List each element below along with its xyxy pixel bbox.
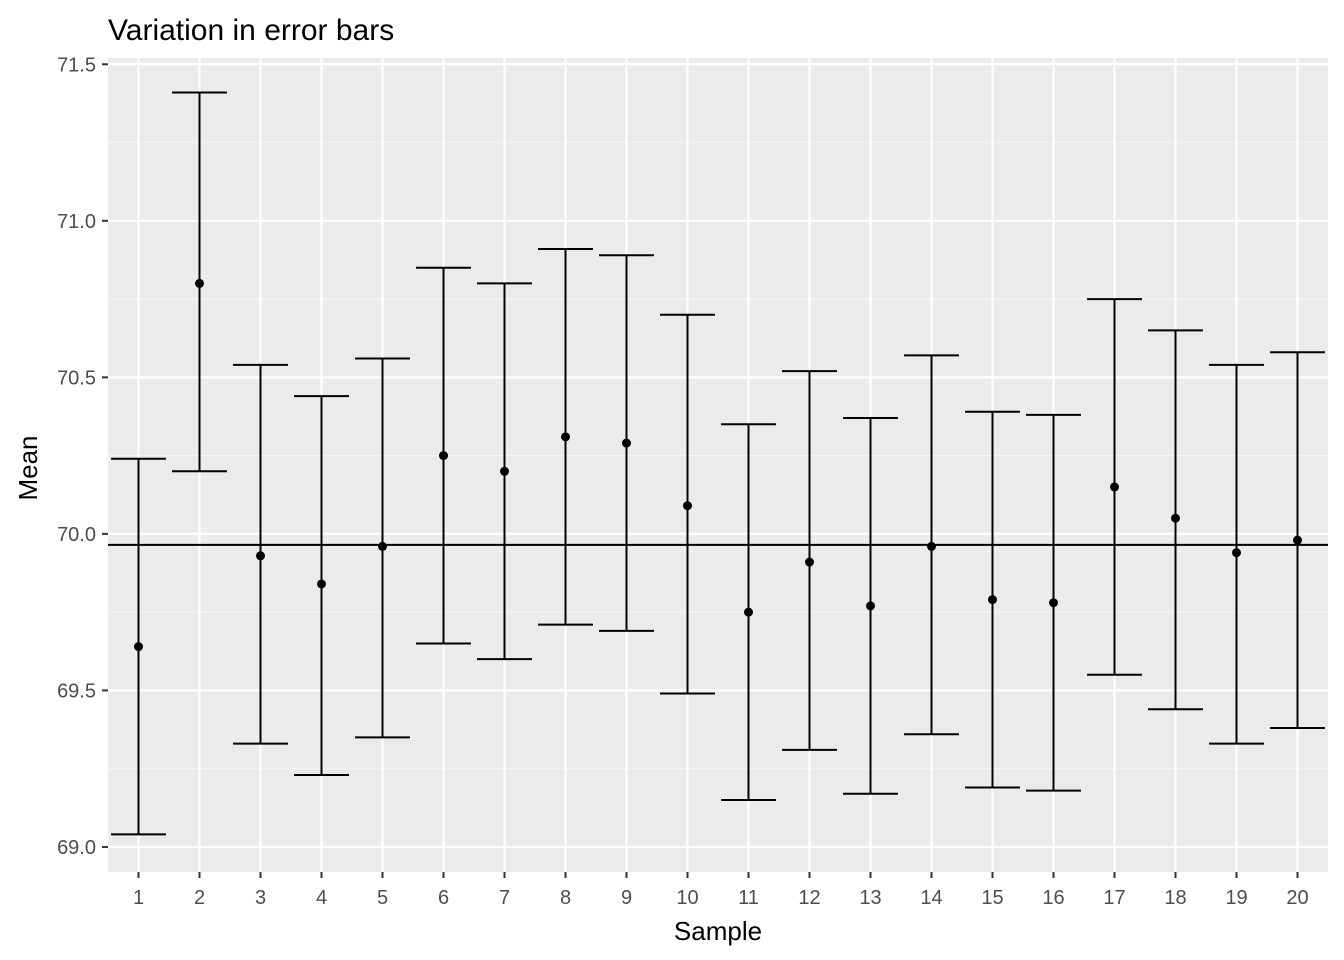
error-bar-group <box>965 410 1020 789</box>
y-axis-title: Mean <box>13 435 43 500</box>
mean-point <box>195 278 204 288</box>
mean-point <box>1110 482 1119 492</box>
error-bar-group <box>477 282 532 661</box>
chart-title: Variation in error bars <box>108 14 394 47</box>
mean-point <box>378 541 387 551</box>
mean-point <box>683 501 692 511</box>
x-tick-label: 16 <box>1042 887 1064 909</box>
error-bar-group <box>660 313 715 695</box>
mean-point <box>927 541 936 551</box>
mean-point <box>1293 535 1302 545</box>
mean-point <box>317 579 326 589</box>
error-bar-group <box>1087 298 1142 676</box>
y-tick-label: 69.0 <box>57 837 96 859</box>
mean-point <box>866 601 875 611</box>
x-tick-label: 17 <box>1103 887 1125 909</box>
y-tick-label: 71.5 <box>57 54 96 76</box>
error-bar-group <box>904 354 959 736</box>
mean-point <box>561 432 570 442</box>
plot-panel <box>108 58 1328 872</box>
error-bar-group <box>721 423 776 801</box>
error-bar-group <box>233 363 288 745</box>
x-tick-label: 6 <box>438 887 449 909</box>
error-bar-group <box>599 254 654 632</box>
error-bar-group <box>294 395 349 776</box>
x-tick-label: 10 <box>676 887 698 909</box>
x-tick-label: 8 <box>560 887 571 909</box>
error-bar-group <box>1026 413 1081 792</box>
x-tick-label: 7 <box>499 887 510 909</box>
mean-point <box>622 438 631 448</box>
x-axis: 1 2 3 4 5 6 7 8 9 10 11 12 13 14 15 16 17 18 19 20 <box>133 872 1309 909</box>
x-tick-label: 1 <box>133 887 144 909</box>
x-tick-label: 11 <box>738 887 759 909</box>
mean-point <box>500 466 509 476</box>
x-tick-label: 18 <box>1164 887 1186 909</box>
mean-point <box>805 557 814 567</box>
x-tick-label: 20 <box>1286 887 1308 909</box>
y-tick-label: 70.5 <box>57 367 96 389</box>
x-tick-label: 13 <box>859 887 881 909</box>
error-bar-group <box>1209 363 1264 745</box>
mean-point <box>439 451 448 461</box>
error-bar-group <box>782 370 837 751</box>
x-tick-label: 19 <box>1225 887 1247 909</box>
data-marks <box>108 91 1328 836</box>
mean-point <box>256 551 265 561</box>
error-bar-group <box>172 91 227 473</box>
mean-point <box>1049 598 1058 608</box>
x-tick-label: 3 <box>255 887 266 909</box>
mean-point <box>744 607 753 617</box>
y-axis: 69.0 69.5 70.0 70.5 71.0 71.5 <box>57 54 108 859</box>
x-tick-label: 15 <box>981 887 1003 909</box>
mean-point <box>1232 548 1241 558</box>
x-tick-label: 9 <box>621 887 632 909</box>
mean-point <box>134 642 143 652</box>
error-bar-group <box>1270 351 1325 729</box>
x-tick-label: 2 <box>194 887 205 909</box>
x-tick-label: 12 <box>798 887 820 909</box>
y-tick-label: 71.0 <box>57 211 96 233</box>
error-bar-group <box>538 247 593 626</box>
error-bar-group <box>355 357 410 739</box>
x-tick-label: 4 <box>316 887 327 909</box>
error-bar-group <box>1148 329 1203 711</box>
x-tick-label: 5 <box>377 887 388 909</box>
x-axis-title: Sample <box>674 916 762 946</box>
x-tick-label: 14 <box>920 887 942 909</box>
y-tick-label: 70.0 <box>57 524 96 546</box>
y-tick-label: 69.5 <box>57 680 96 702</box>
error-bar-group <box>843 417 898 795</box>
mean-point <box>988 595 997 605</box>
mean-point <box>1171 513 1180 523</box>
error-bar-group <box>111 457 166 836</box>
error-bar-group <box>416 266 471 645</box>
